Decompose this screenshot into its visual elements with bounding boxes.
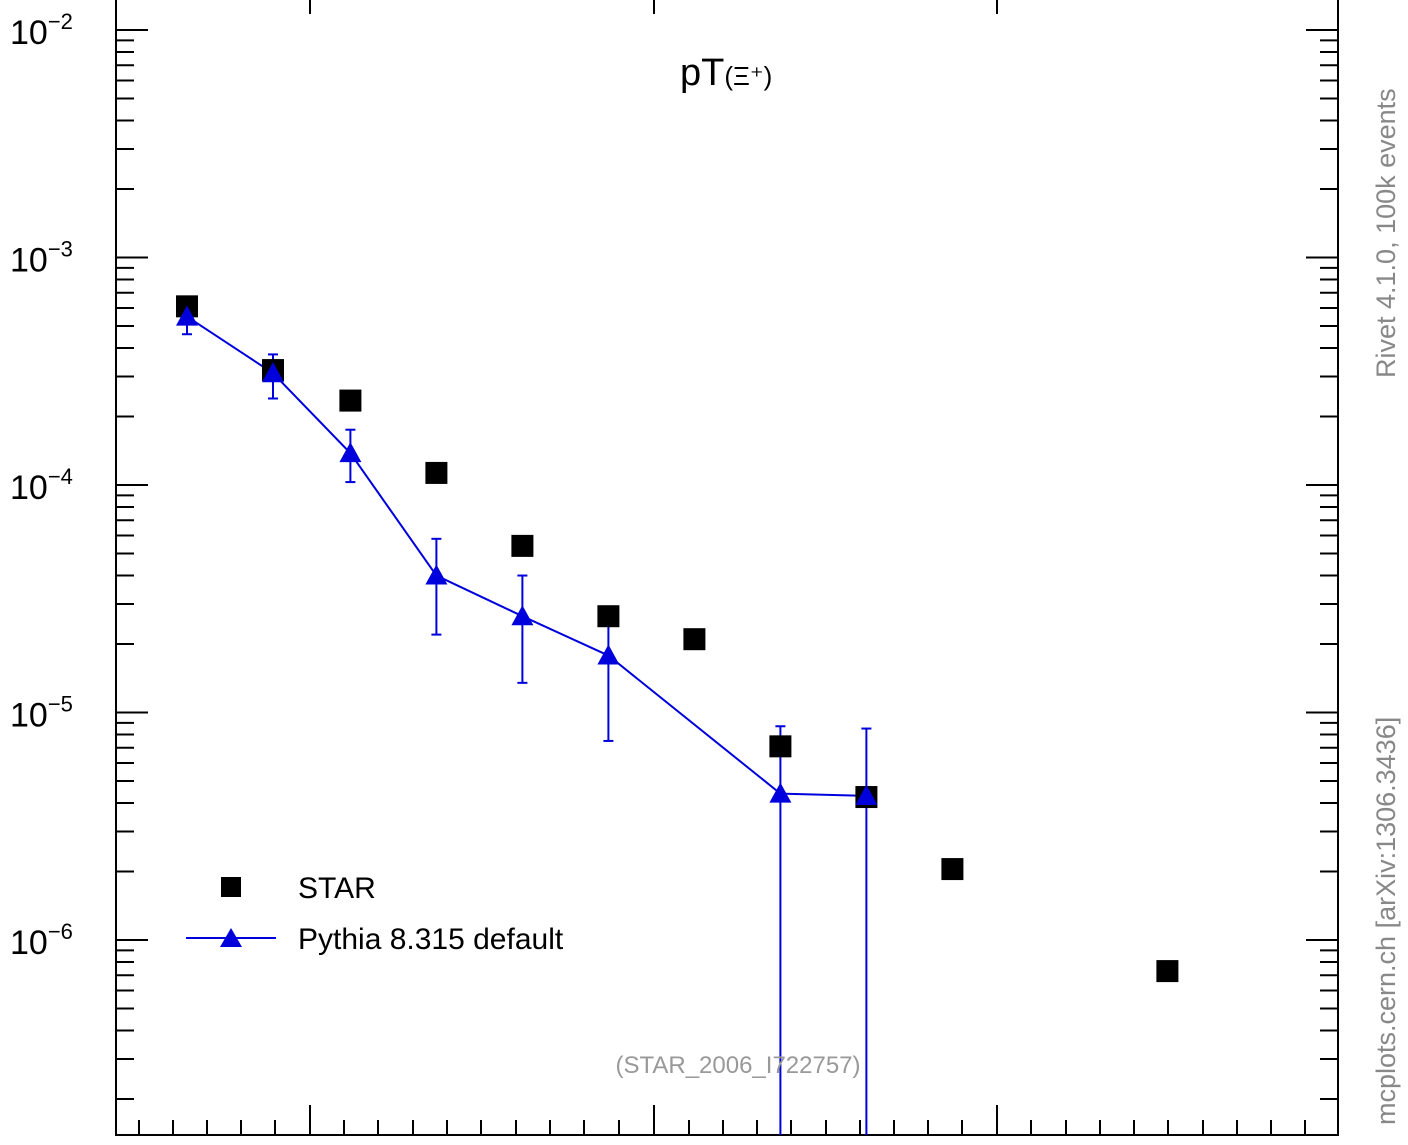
y-tick-label-base: 10: [10, 924, 48, 962]
star-data-point: [339, 389, 362, 412]
pythia-data-point: [597, 644, 620, 665]
pythia-data-point: [339, 442, 362, 463]
side-label-rivet: Rivet 4.1.0, 100k events: [1371, 88, 1401, 378]
pythia-line: [186, 315, 867, 797]
y-axis-tick-labels: 10−210−310−410−510−6: [10, 9, 73, 962]
y-tick-label-exponent: −2: [48, 9, 73, 34]
y-tick-label: 10−3: [10, 237, 73, 280]
pythia-data-point: [855, 784, 878, 805]
star-data-point: [597, 605, 620, 628]
y-tick-label: 10−4: [10, 464, 73, 507]
y-tick-label: 10−6: [10, 919, 73, 962]
star-data-point: [1156, 960, 1179, 983]
legend-pythia-label: Pythia 8.315 default: [298, 923, 564, 956]
pythia-data-point: [425, 564, 448, 585]
star-data-point: [425, 461, 448, 484]
axis-ticks: [116, 0, 1339, 1135]
y-tick-label-base: 10: [10, 697, 48, 735]
analysis-label: (STAR_2006_I722757): [615, 1052, 860, 1079]
legend-star-label: STAR: [298, 872, 376, 905]
pythia-data-point: [176, 305, 198, 326]
legend: STAR Pythia 8.315 default: [186, 872, 564, 956]
star-data-point: [941, 858, 964, 881]
star-data-point: [769, 735, 792, 758]
pythia-data-point: [511, 605, 534, 626]
y-tick-label-exponent: −5: [48, 692, 73, 717]
y-tick-label-base: 10: [10, 242, 48, 280]
y-tick-label-exponent: −6: [48, 919, 73, 944]
data-markers: [176, 295, 1179, 983]
chart-title-main: pT: [680, 52, 724, 94]
y-tick-label-base: 10: [10, 14, 48, 52]
plot-frame: [115, 0, 1339, 1136]
legend-pythia-marker: [220, 928, 242, 947]
side-label-mcplots: mcplots.cern.ch [arXiv:1306.3436]: [1371, 717, 1401, 1125]
y-tick-label: 10−2: [10, 9, 73, 52]
pythia-data-point: [262, 362, 284, 383]
y-tick-label-exponent: −3: [48, 237, 73, 262]
chart-title: pT(Ξ⁺): [680, 52, 772, 94]
y-tick-label-exponent: −4: [48, 464, 73, 489]
y-tick-label: 10−5: [10, 692, 73, 735]
pythia-series-line: [186, 315, 867, 797]
legend-star-marker: [221, 877, 241, 897]
pythia-data-point: [769, 782, 792, 803]
star-data-point: [683, 628, 706, 651]
pythia-error-bars: [182, 300, 872, 1135]
chart-title-sub: (Ξ⁺): [724, 61, 772, 91]
y-tick-label-base: 10: [10, 469, 48, 507]
star-data-point: [511, 534, 534, 557]
